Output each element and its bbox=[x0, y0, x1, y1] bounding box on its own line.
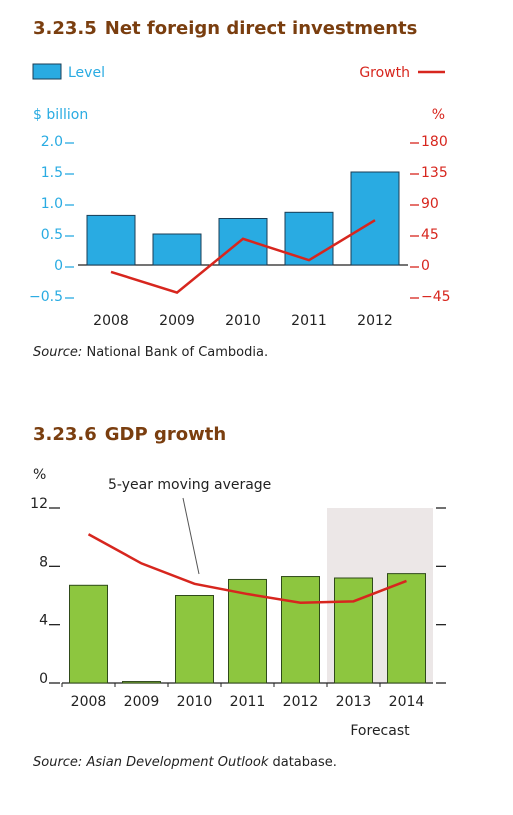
chart2-bar-gdp bbox=[122, 681, 161, 684]
chart1-right-tick-label: 45 bbox=[421, 227, 439, 243]
chart2-y-tick-label: 8 bbox=[39, 554, 48, 570]
chart2-source-label: Source: bbox=[33, 755, 83, 770]
chart2-forecast-label: Forecast bbox=[350, 723, 410, 739]
chart2-bar-gdp bbox=[69, 584, 108, 684]
chart1-bar-level bbox=[86, 214, 136, 266]
chart1-bar-level bbox=[152, 233, 202, 266]
chart2-x-label: 2014 bbox=[389, 694, 425, 710]
legend-level-swatch bbox=[32, 63, 62, 80]
chart1-left-unit: $ billion bbox=[33, 107, 88, 123]
chart1-left-tick-label: 1.5 bbox=[41, 165, 63, 181]
chart1-left-tick-label: 0.5 bbox=[41, 227, 63, 243]
chart2-x-label: 2010 bbox=[177, 694, 213, 710]
chart2-bar-gdp bbox=[281, 576, 320, 684]
chart1-right-tick-label: 90 bbox=[421, 196, 439, 212]
chart1-right-tick-label: 135 bbox=[421, 165, 448, 181]
chart1-left-tick-label: −0.5 bbox=[29, 289, 63, 305]
chart1-source-text: National Bank of Cambodia. bbox=[86, 345, 269, 360]
chart2-annotation-leader bbox=[182, 497, 200, 575]
chart1-bar-level bbox=[350, 171, 400, 266]
chart1-bar-level bbox=[218, 218, 268, 266]
chart2-x-label: 2009 bbox=[124, 694, 160, 710]
chart1-bar-level bbox=[284, 211, 334, 266]
chart2-source-italic: Asian Development Outlook bbox=[86, 755, 269, 770]
chart1-right-tick-label: 180 bbox=[421, 134, 448, 150]
chart1-x-label: 2009 bbox=[159, 313, 195, 329]
legend-level-label: Level bbox=[68, 65, 105, 81]
chart1-x-label: 2008 bbox=[93, 313, 129, 329]
chart1-source-label: Source: bbox=[33, 345, 83, 360]
chart2-figure-number: 3.23.6 bbox=[33, 424, 97, 445]
chart1-x-label: 2010 bbox=[225, 313, 261, 329]
chart2-svg: % 12 8 4 0 5-year moving average 2008 2009 20… bbox=[30, 467, 446, 739]
chart1-title: Net foreign direct investments bbox=[104, 18, 418, 39]
chart2-x-label: 2012 bbox=[283, 694, 319, 710]
chart2-annotation: 5-year moving average bbox=[108, 477, 271, 493]
chart2-x-label: 2011 bbox=[230, 694, 266, 710]
chart2-y-tick-label: 12 bbox=[30, 496, 48, 512]
chart1-source: Source: National Bank of Cambodia. bbox=[33, 345, 268, 360]
chart2-bar-gdp bbox=[334, 577, 373, 684]
chart1-x-label: 2011 bbox=[291, 313, 327, 329]
chart2-x-label: 2013 bbox=[336, 694, 372, 710]
chart2-title-row: 3.23.6 GDP growth bbox=[33, 424, 226, 445]
chart2-x-label: 2008 bbox=[71, 694, 107, 710]
chart1-left-tick-label: 0 bbox=[54, 258, 63, 274]
chart2-bar-gdp bbox=[175, 595, 214, 684]
chart2-title: GDP growth bbox=[104, 424, 227, 445]
chart1-right-tick-label: −45 bbox=[421, 289, 451, 305]
chart1-svg: Level Growth $ billion % 2.0 1.5 1.0 0.5 0 −0… bbox=[29, 63, 451, 329]
chart2-y-tick-label: 4 bbox=[39, 613, 48, 629]
chart1-left-tick-label: 2.0 bbox=[41, 134, 63, 150]
chart1-figure-number: 3.23.5 bbox=[33, 18, 97, 39]
chart1-x-label: 2012 bbox=[357, 313, 393, 329]
chart1-title-row: 3.23.5 Net foreign direct investments bbox=[33, 18, 417, 39]
chart1-left-tick-label: 1.0 bbox=[41, 196, 63, 212]
chart2-y-unit: % bbox=[33, 467, 46, 483]
chart2-source-text: database. bbox=[268, 755, 337, 770]
chart1-right-unit: % bbox=[432, 107, 445, 123]
chart2-moving-average-line bbox=[87, 533, 407, 605]
chart1-growth-line bbox=[110, 219, 376, 294]
chart2-y-tick-label: 0 bbox=[39, 671, 48, 687]
chart1-right-tick-label: 0 bbox=[421, 258, 430, 274]
legend-growth-label: Growth bbox=[359, 65, 410, 81]
chart2-source: Source: Asian Development Outlook databa… bbox=[33, 755, 337, 770]
chart2-bar-gdp bbox=[387, 573, 426, 684]
